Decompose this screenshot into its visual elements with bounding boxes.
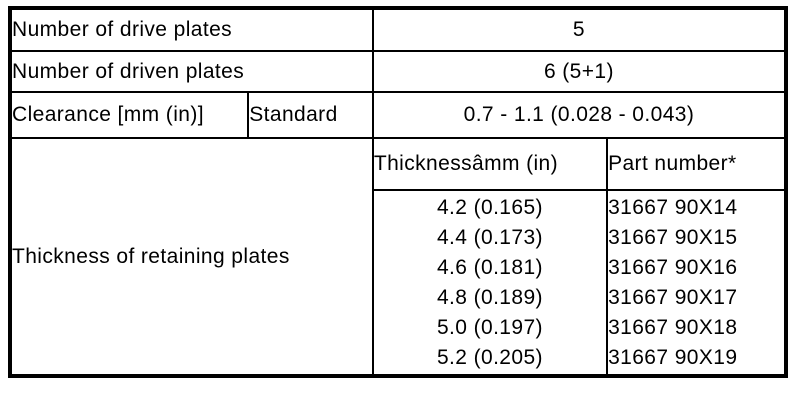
driven-plates-label: Number of driven plates xyxy=(9,50,374,93)
clearance-label: Clearance [mm (in)] xyxy=(8,91,250,139)
thickness-values-cell: 4.2 (0.165) 4.4 (0.173) 4.6 (0.181) 4.8 … xyxy=(371,189,609,377)
clearance-condition: Standard xyxy=(247,91,374,139)
part-number: 31667 90X18 xyxy=(608,315,738,339)
part-number: 31667 90X15 xyxy=(608,225,738,249)
thickness-value: 4.6 (0.181) xyxy=(436,255,543,279)
driven-plates-row: Number of driven plates 6 (5+1) xyxy=(9,50,788,93)
drive-plates-row: Number of drive plates 5 xyxy=(9,7,788,52)
part-number: 31667 90X17 xyxy=(608,285,738,309)
thickness-value: 4.2 (0.165) xyxy=(436,195,543,219)
thickness-value: 5.0 (0.197) xyxy=(436,315,543,339)
drive-plates-label: Number of drive plates xyxy=(9,7,374,52)
part-number-column-header: Part number* xyxy=(606,137,787,191)
part-number: 31667 90X14 xyxy=(608,195,738,219)
retaining-values-row: 4.2 (0.165) 4.4 (0.173) 4.6 (0.181) 4.8 … xyxy=(10,189,787,377)
thickness-value: 4.8 (0.189) xyxy=(436,285,543,309)
clearance-row: Clearance [mm (in)] Standard 0.7 - 1.1 (… xyxy=(8,91,788,139)
drive-plates-value: 5 xyxy=(371,7,788,52)
retaining-plates-label: Thickness of retaining plates xyxy=(9,137,374,377)
part-numbers-cell: 31667 90X14 31667 90X15 31667 90X16 3166… xyxy=(606,189,787,377)
part-number: 31667 90X19 xyxy=(608,345,738,369)
thickness-value: 4.4 (0.173) xyxy=(436,225,543,249)
thickness-value: 5.2 (0.205) xyxy=(436,345,543,369)
driven-plates-value: 6 (5+1) xyxy=(371,50,788,93)
specification-table: Number of drive plates 5 Number of drive… xyxy=(8,6,788,378)
retaining-header-row: Thickness of retaining plates Thicknessâ… xyxy=(9,137,787,377)
clearance-value: 0.7 - 1.1 (0.028 - 0.043) xyxy=(371,91,788,139)
part-number: 31667 90X16 xyxy=(608,255,738,279)
thickness-column-header: Thicknessâmm (in) xyxy=(371,137,609,191)
